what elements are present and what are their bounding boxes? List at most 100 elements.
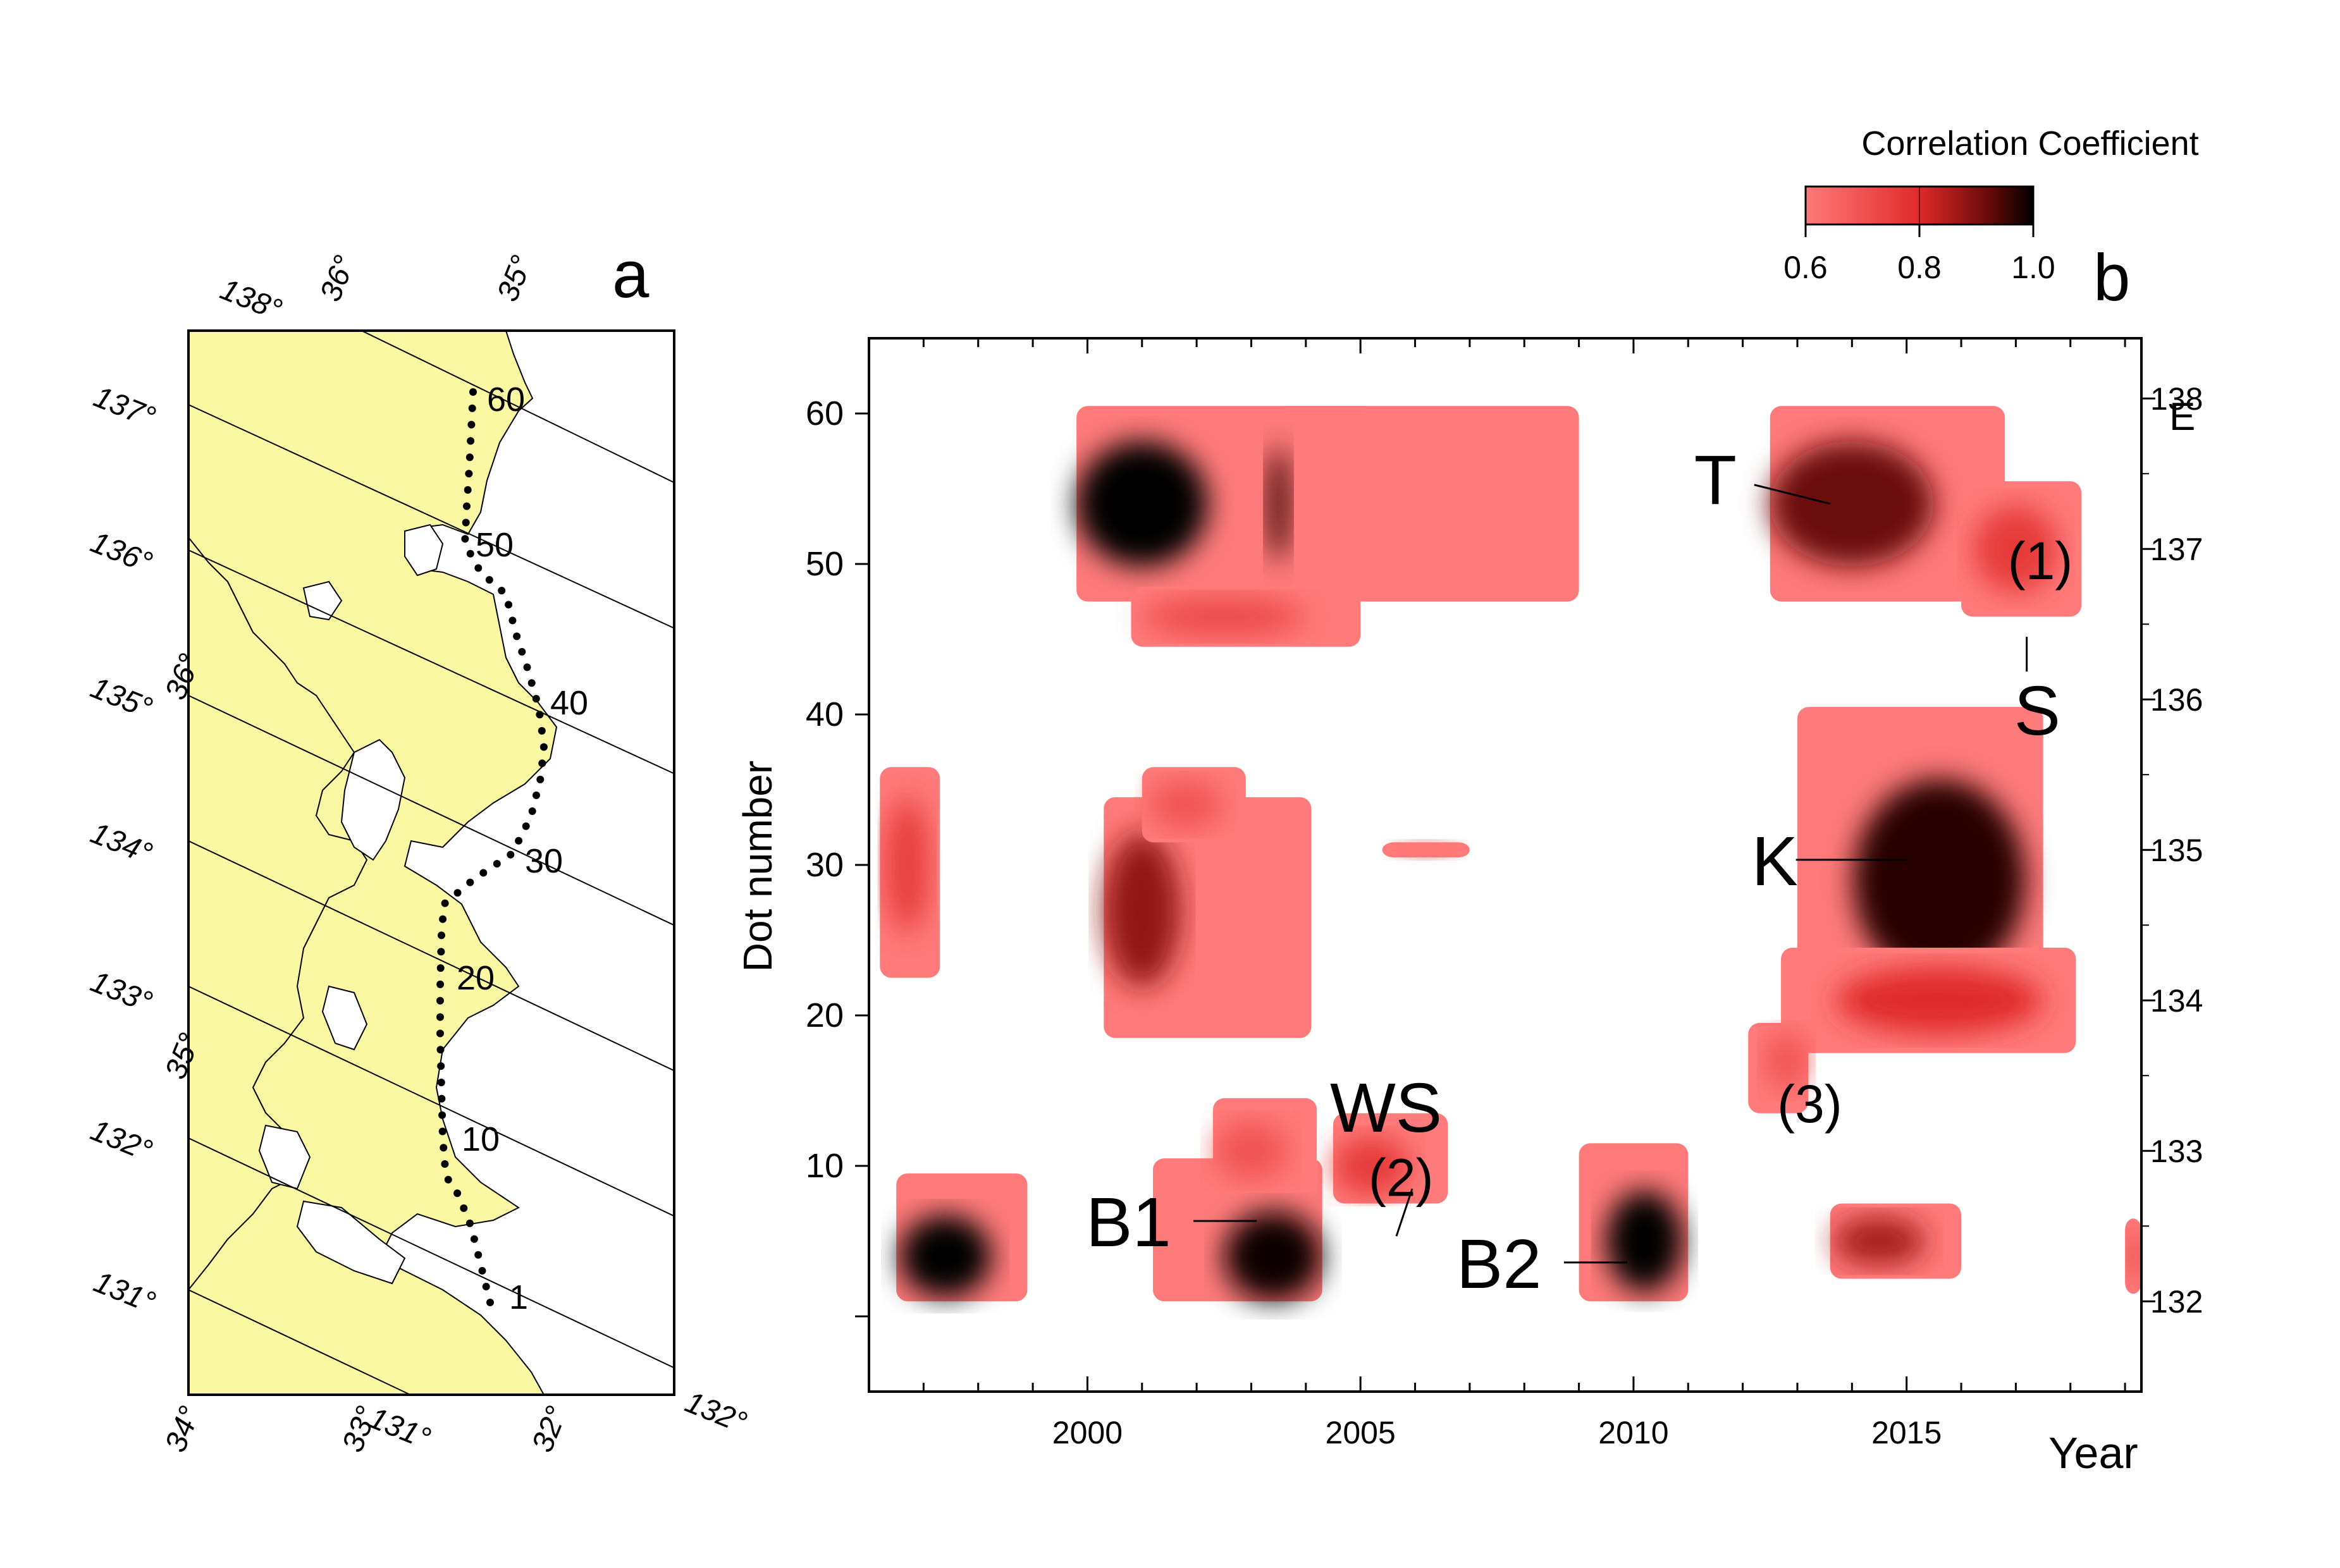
right-tick-label: 133 <box>2150 1134 2203 1169</box>
heatmap-region-core <box>1104 833 1181 988</box>
map-bay-2 <box>404 524 444 577</box>
heatmap-panel-label: b <box>2093 241 2130 315</box>
colorbar-tick-label: 0.6 <box>1783 250 1828 285</box>
map-dot <box>436 964 445 972</box>
map-longitude-lines <box>188 331 674 1395</box>
x-tick-label: 2015 <box>1871 1415 1942 1450</box>
map-dot <box>440 1144 448 1152</box>
annotation-label: T <box>1694 441 1737 519</box>
colorbar: Correlation Coefficient 0.6 0.8 1.0 <box>1783 125 2198 285</box>
map-dot <box>453 889 462 897</box>
map-bay-1 <box>340 738 406 861</box>
map-dot <box>486 1299 494 1306</box>
map-lon-label: 132° <box>680 1385 751 1440</box>
right-tick-label: 132 <box>2150 1284 2203 1320</box>
map-lat-label: 32° <box>526 1402 574 1457</box>
map-dot <box>436 996 444 1005</box>
map-lon-label: 137° <box>89 380 160 434</box>
map-dot-labels: 1 10 20 30 40 50 60 <box>457 381 588 1316</box>
colorbar-ticks <box>1804 187 2035 237</box>
heatmap-region-core <box>1853 778 2026 981</box>
heatmap-region-core <box>1833 1216 1926 1266</box>
map-dot <box>467 437 475 445</box>
map-bay-3 <box>302 580 343 621</box>
map-dot <box>507 850 515 859</box>
map-dot <box>485 576 493 584</box>
map-lon-label: 133° <box>86 965 157 1019</box>
map-dot <box>466 549 474 558</box>
map-dot <box>465 1219 474 1227</box>
colorbar-tick-label: 1.0 <box>2011 250 2055 285</box>
map-dot <box>436 1013 444 1021</box>
map-dot <box>515 836 523 845</box>
map-dot <box>528 807 536 815</box>
map-dot <box>498 587 506 595</box>
heatmap-region-core <box>1149 780 1222 829</box>
x-axis-tick-labels: 2000 2005 2010 2015 <box>1052 1415 1942 1450</box>
x-tick-label: 2005 <box>1326 1415 1396 1450</box>
annotation-label: S <box>2014 672 2060 750</box>
map-dot <box>522 822 530 830</box>
x-tick-label: 2000 <box>1052 1415 1123 1450</box>
map-dot-label-10: 10 <box>462 1120 500 1158</box>
heatmap-region-core <box>1076 441 1208 567</box>
map-dot <box>460 1204 468 1212</box>
map-dot <box>441 899 449 907</box>
right-axis-ticks <box>2141 397 2155 1302</box>
map-dot <box>508 616 517 625</box>
map-dot <box>468 404 476 412</box>
map-dot <box>453 1189 462 1197</box>
annotation-label: WS <box>1330 1069 1442 1147</box>
heatmap-region-core <box>1973 505 2058 592</box>
annotation-leader-line <box>1395 1188 1413 1237</box>
map-dot <box>513 632 521 640</box>
map-dot <box>478 1266 486 1275</box>
map-dot <box>536 711 544 719</box>
map-dot-label-60: 60 <box>487 381 525 419</box>
heatmap-region-core <box>886 797 928 933</box>
heatmap-region-core <box>1836 966 2043 1034</box>
map-panel: 1 10 20 30 40 50 60 137° 136° 135° 134° … <box>86 238 751 1457</box>
heatmap-region-core <box>1333 1137 1410 1195</box>
heatmap-region-core <box>1606 1191 1683 1292</box>
map-dot <box>438 1094 446 1103</box>
heatmap-region-core <box>1267 446 1290 562</box>
map-dot <box>439 915 447 923</box>
y-tick-label: 40 <box>806 695 844 733</box>
map-dot <box>467 420 476 429</box>
map-dot <box>465 470 473 478</box>
map-dot <box>464 486 472 494</box>
map-dot <box>505 601 513 609</box>
map-lat-label: 34° <box>159 1402 207 1457</box>
y-tick-label: 60 <box>806 395 844 432</box>
map-lon-label: 131° <box>89 1265 160 1320</box>
map-lon-label: 135° <box>86 671 157 725</box>
annotation-label: (3) <box>1777 1074 1842 1134</box>
map-lat-label: 36° <box>314 251 362 306</box>
map-dot <box>518 647 526 656</box>
y-axis-label: Dot number <box>735 761 780 972</box>
heatmap-region-core <box>899 1215 992 1297</box>
heatmap-region-core <box>1143 597 1305 636</box>
heatmap-region-core <box>1765 1031 1807 1090</box>
y-axis-tick-labels: 10 20 30 40 50 60 <box>806 395 844 1185</box>
y-tick-label: 30 <box>806 846 844 884</box>
map-dot <box>538 726 546 735</box>
map-dot <box>482 1282 490 1290</box>
map-dot <box>474 1251 483 1259</box>
heatmap-region-core <box>1395 842 1457 858</box>
map-dot <box>441 1160 449 1168</box>
heatmap-regions <box>880 406 2141 1302</box>
heatmap-region-core <box>1224 1211 1322 1302</box>
map-dot-label-1: 1 <box>509 1278 528 1316</box>
right-tick-label: 135 <box>2150 833 2203 868</box>
map-dot <box>436 980 445 988</box>
map-lon-label: 132° <box>86 1113 157 1168</box>
map-lon-label: 136° <box>86 525 157 580</box>
map-dot <box>436 1029 444 1038</box>
y-tick-label: 50 <box>806 545 844 583</box>
map-bay-6 <box>296 1200 406 1285</box>
map-dot <box>532 695 540 703</box>
x-axis-ticks <box>868 338 2126 1392</box>
